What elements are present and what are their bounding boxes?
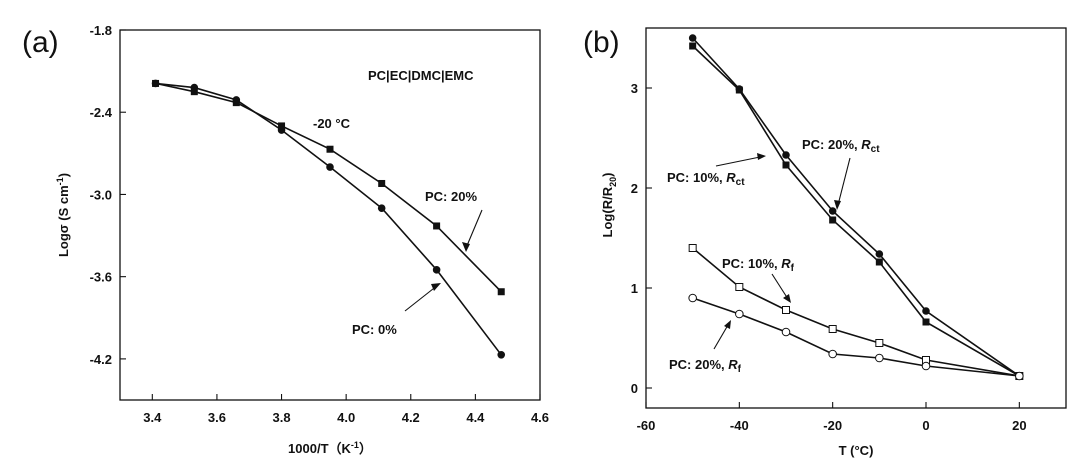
arrow-pc20: [465, 209, 483, 249]
panel-b-data-point: [782, 151, 790, 159]
panel-b-series: [688, 34, 1024, 381]
arrow-pc20-rf-head: [724, 320, 731, 329]
panel-b-data-point: [735, 309, 744, 319]
panel-b-data-point: [689, 42, 697, 50]
panel-b-data-point: [922, 307, 930, 315]
panel-b-data-point: [875, 339, 884, 347]
panel-a-data-point: [433, 222, 441, 230]
annotation-pc0: PC: 0%: [352, 322, 397, 337]
panel-a-series-line-1: [155, 82, 502, 293]
panel-b-data-point: [688, 34, 697, 42]
panel-a-data-point: [190, 88, 198, 96]
panel-b-data-point: [875, 250, 884, 258]
annotation-pc20-rct: PC: 20%, Rct: [802, 137, 880, 155]
arrow-pc10-rf: [771, 273, 789, 300]
annotation-temperature: -20 °C: [313, 116, 351, 131]
panel-b-data-point: [782, 161, 790, 169]
panel-a-data-point: [326, 163, 334, 171]
arrow-pc20-rf: [713, 324, 729, 350]
panel-a-conductivity-chart: (a) 3.4 3.6 3.8 4.0 4.2 4.4 4.6 -1.8 -2.4 -3.0 -3…: [22, 23, 549, 456]
panel-a-x-tick-label: 4.2: [402, 410, 420, 425]
annotation-pc10-rct: PC: 10%, Rct: [667, 170, 745, 188]
panel-a-data-point: [151, 79, 160, 88]
panel-a-data-point: [432, 266, 441, 274]
annotation-pc20-rf: PC: 20%, Rf: [669, 357, 742, 375]
panel-b-data-point: [688, 244, 697, 252]
panel-a-data-point: [378, 179, 386, 187]
panel-a-x-tick-label: 3.4: [143, 410, 162, 425]
panel-b-data-point: [875, 258, 883, 266]
arrow-pc10-rf-head: [783, 294, 791, 303]
panel-b-data-point: [875, 353, 884, 363]
panel-b-series-line-1: [692, 45, 1020, 377]
panel-b-data-point: [921, 361, 931, 371]
panel-a-y-tick-label: -2.4: [90, 105, 113, 120]
panel-b-series-line-4: [692, 297, 1020, 377]
panel-a-x-tick-label: 4.6: [531, 410, 549, 425]
panel-a-data-point: [277, 126, 286, 134]
arrow-pc20-head: [462, 242, 470, 252]
panel-b-data-point: [688, 293, 697, 303]
panel-a-data-point: [278, 122, 286, 130]
panel-a-y-tick-label: -1.8: [90, 23, 112, 38]
panel-a-y-axis: -1.8 -2.4 -3.0 -3.6 -4.2: [90, 23, 126, 367]
panel-b-data-point: [782, 306, 790, 314]
panel-b-data-point: [1015, 371, 1024, 381]
arrow-pc20-rct: [837, 157, 851, 206]
panel-b-y-tick-label: 1: [631, 281, 638, 296]
panel-b-x-tick-label: 20: [1012, 418, 1026, 433]
panel-b-data-point: [781, 327, 791, 337]
panel-a-y-tick-label: -3.0: [90, 187, 112, 202]
panel-b-y-tick-label: 0: [631, 381, 638, 396]
panel-a-x-tick-label: 3.6: [208, 410, 226, 425]
panel-b-y-tick-label: 3: [631, 81, 638, 96]
panel-b-data-point: [828, 349, 837, 359]
panel-a-series: [151, 79, 506, 359]
arrow-pc20-rct-head: [834, 200, 841, 210]
panel-b-y-axis-title: Log(R/R20): [600, 173, 618, 238]
panel-a-x-axis: 3.4 3.6 3.8 4.0 4.2 4.4 4.6: [143, 394, 549, 425]
panel-a-data-point: [377, 204, 386, 212]
panel-a-data-point: [326, 145, 334, 153]
panel-b-x-tick-label: -20: [823, 418, 842, 433]
panel-a-y-tick-label: -4.2: [90, 352, 112, 367]
panel-a-y-axis-title: Logσ (S cm-1): [55, 173, 71, 257]
panel-b-y-axis: 0 1 2 3: [631, 81, 652, 396]
panel-b-data-point: [735, 283, 744, 291]
arrow-pc10-rct-head: [757, 153, 766, 160]
annotation-pc10-rf: PC: 10%, Rf: [722, 256, 795, 274]
panel-a-x-axis-title: 1000/T（K-1）: [288, 440, 372, 456]
panel-b-x-axis-title: T (°C): [839, 443, 874, 458]
annotation-electrolyte-system: PC|EC|DMC|EMC: [368, 68, 474, 83]
panel-a-data-point: [497, 288, 505, 296]
panel-a-data-point: [232, 96, 241, 104]
arrow-pc0: [404, 284, 439, 312]
arrow-pc0-head: [431, 283, 441, 291]
panel-b-data-point: [922, 318, 930, 326]
panel-a-y-tick-label: -3.6: [90, 270, 112, 285]
panel-b-label: (b): [583, 26, 620, 59]
panel-b-x-tick-label: -60: [637, 418, 656, 433]
arrow-pc10-rct: [715, 156, 761, 167]
panel-b-data-point: [735, 85, 744, 93]
panel-a-label: (a): [22, 26, 59, 59]
panel-b-plot-frame: [645, 27, 1067, 409]
panel-b-x-tick-label: -40: [730, 418, 749, 433]
panel-b-data-point: [829, 216, 837, 224]
panel-a-data-point: [190, 83, 199, 92]
panel-a-data-point: [497, 350, 506, 359]
panel-a-plot-frame: [119, 29, 541, 401]
panel-b-x-tick-label: 0: [922, 418, 929, 433]
panel-a-x-tick-label: 4.4: [466, 410, 485, 425]
annotation-pc20: PC: 20%: [425, 189, 477, 204]
panel-b-y-tick-label: 2: [631, 181, 638, 196]
panel-b-data-point: [828, 325, 837, 333]
panel-b-x-axis: -60 -40 -20 0 20: [637, 402, 1027, 433]
panel-a-x-tick-label: 4.0: [337, 410, 355, 425]
panel-b-data-point: [828, 207, 837, 215]
panel-a-x-tick-label: 3.8: [272, 410, 290, 425]
panel-a-series-line-2: [155, 82, 502, 356]
